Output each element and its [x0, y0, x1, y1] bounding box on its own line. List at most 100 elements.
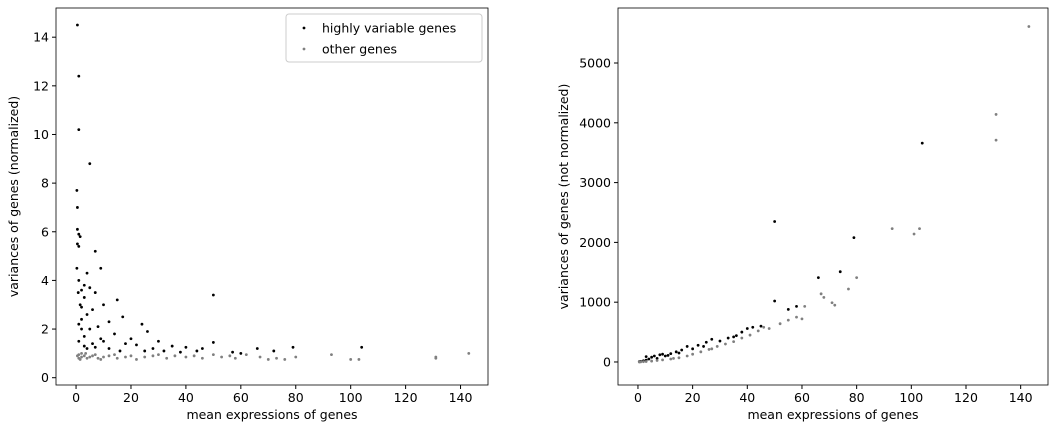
point	[77, 353, 81, 356]
y-axis-label: variances of genes (normalized)	[6, 96, 21, 297]
point	[677, 351, 681, 355]
point	[795, 315, 798, 319]
point	[113, 332, 116, 336]
x-axis-label: mean expressions of genes	[186, 407, 357, 422]
point	[272, 349, 276, 353]
point	[76, 227, 79, 231]
point	[255, 347, 259, 350]
point	[795, 304, 798, 308]
x-tick-label: 40	[178, 390, 194, 405]
point	[129, 354, 133, 358]
point	[173, 354, 177, 358]
point	[1027, 25, 1031, 28]
point	[349, 358, 353, 361]
point	[467, 351, 471, 355]
point	[669, 357, 673, 361]
point	[77, 339, 81, 343]
point	[912, 232, 916, 236]
point	[696, 343, 700, 347]
point	[816, 276, 820, 280]
point	[674, 350, 678, 354]
axes-frame	[617, 7, 1049, 386]
point	[685, 345, 689, 348]
x-axis-label: mean expressions of genes	[747, 407, 918, 422]
point	[672, 356, 675, 360]
point	[732, 335, 736, 339]
point	[647, 357, 651, 361]
point	[663, 354, 667, 358]
point	[244, 353, 248, 356]
point	[786, 318, 790, 322]
point	[80, 305, 83, 309]
point	[124, 342, 127, 346]
point	[233, 356, 237, 360]
point	[91, 308, 94, 311]
point	[819, 292, 823, 296]
point	[88, 286, 92, 290]
point	[360, 345, 364, 349]
x-tick-label: 0	[72, 390, 80, 405]
point	[644, 355, 648, 358]
point	[658, 353, 662, 357]
point	[85, 271, 89, 275]
point	[118, 349, 122, 353]
point	[666, 354, 670, 357]
x-tick-label: 80	[288, 390, 304, 405]
point	[91, 354, 94, 358]
point	[91, 342, 94, 346]
point	[669, 352, 673, 356]
x-tick-label: 120	[394, 390, 418, 405]
point	[84, 351, 88, 355]
point	[707, 348, 711, 351]
point	[803, 304, 807, 308]
point	[115, 298, 119, 302]
x-tick-label: 60	[233, 390, 249, 405]
point	[82, 344, 86, 348]
x-tick-label: 100	[339, 390, 363, 405]
point	[661, 358, 664, 362]
point	[82, 283, 86, 287]
point	[96, 325, 100, 329]
point	[200, 347, 204, 350]
point	[718, 339, 722, 343]
point	[200, 356, 204, 360]
legend-box	[285, 13, 483, 63]
point	[129, 337, 133, 341]
point	[724, 342, 727, 346]
point	[822, 296, 826, 299]
point	[833, 303, 837, 307]
point	[78, 358, 82, 361]
point	[786, 307, 790, 311]
point	[195, 349, 199, 353]
point	[143, 355, 147, 359]
point	[93, 249, 97, 253]
y-tick-label: 1000	[579, 295, 611, 310]
point	[102, 355, 105, 359]
point	[994, 138, 998, 142]
point	[231, 350, 234, 354]
point	[220, 355, 224, 359]
point	[82, 334, 86, 338]
point	[80, 317, 83, 321]
point	[732, 340, 736, 344]
point	[85, 347, 89, 350]
point	[157, 339, 160, 343]
legend-label: highly variable genes	[322, 21, 456, 36]
point	[75, 266, 79, 270]
point	[650, 355, 654, 359]
point	[994, 113, 998, 116]
point	[830, 301, 834, 305]
point	[107, 354, 111, 358]
legend-label: other genes	[322, 42, 397, 57]
point	[680, 348, 684, 352]
point	[726, 336, 730, 340]
y-tick-label: 2000	[579, 235, 611, 250]
point	[88, 162, 92, 166]
point	[85, 356, 89, 360]
y-tick-label: 10	[33, 127, 49, 142]
point	[852, 236, 856, 240]
y-tick-label: 4	[41, 273, 49, 288]
point	[691, 352, 695, 356]
point	[157, 353, 160, 356]
